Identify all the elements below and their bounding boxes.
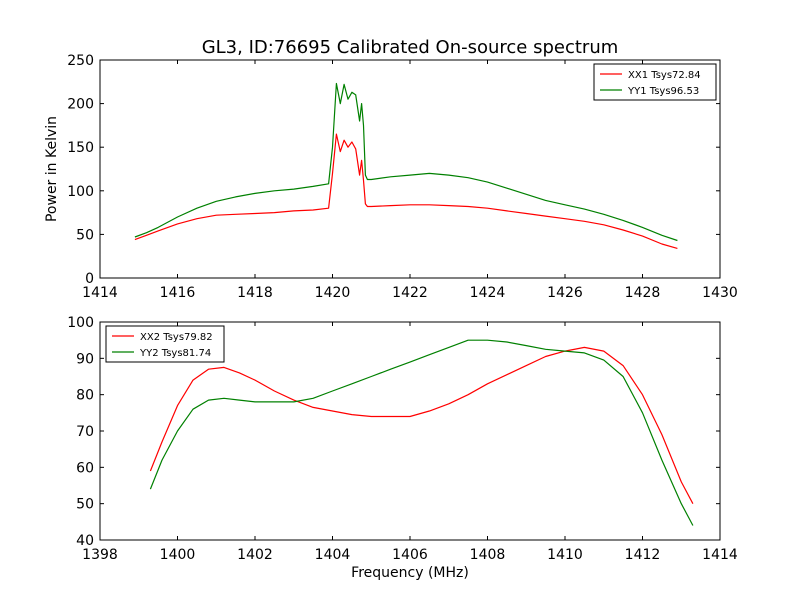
- series-line-2: [149, 339, 694, 526]
- x-axis-label: Frequency (MHz): [351, 565, 469, 581]
- y-tick-label: 100: [67, 315, 94, 331]
- x-tick-label: 1412: [625, 547, 661, 563]
- x-tick-label: 1404: [315, 547, 351, 563]
- legend: XX2 Tsys79.82 YY2 Tsys81.74: [105, 325, 225, 363]
- x-tick-label: 1426: [547, 285, 583, 301]
- legend-label: YY1 Tsys96.53: [627, 86, 699, 97]
- legend-label: XX1 Tsys72.84: [628, 70, 701, 81]
- series-line-1: [134, 133, 678, 249]
- y-tick-label: 100: [67, 184, 94, 200]
- x-tick-label: 1414: [82, 285, 118, 301]
- x-tick-label: 1406: [392, 547, 428, 563]
- x-tick-label: 1414: [702, 547, 738, 563]
- x-tick-label: 1424: [470, 285, 506, 301]
- y-tick-label: 80: [76, 388, 94, 404]
- x-tick-label: 1398: [82, 547, 118, 563]
- x-tick-label: 1420: [315, 285, 351, 301]
- x-tick-label: 1408: [470, 547, 506, 563]
- bottom-plot: 1398 1400 1402 1404 1406 1408 1410 1412 1414 40 50…: [67, 315, 738, 581]
- x-tick-label: 1416: [160, 285, 196, 301]
- y-tick-label: 250: [67, 53, 94, 69]
- x-tick-label: 1428: [625, 285, 661, 301]
- y-tick-label: 0: [85, 271, 94, 287]
- y-tick-label: 50: [76, 497, 94, 513]
- legend-box: [105, 325, 225, 363]
- y-tick-label: 50: [76, 227, 94, 243]
- x-tick-label: 1400: [160, 547, 196, 563]
- chart-title: GL3, ID:76695 Calibrated On-source spect…: [202, 37, 619, 58]
- x-tick-label: 1418: [237, 285, 273, 301]
- legend-box: [593, 63, 717, 101]
- y-tick-label: 200: [67, 97, 94, 113]
- x-tick-label: 1430: [702, 285, 738, 301]
- series-line-1: [149, 346, 694, 504]
- y-tick-label: 150: [67, 140, 94, 156]
- x-tick-label: 1422: [392, 285, 428, 301]
- y-tick-label: 70: [76, 424, 94, 440]
- y-axis-label: Power in Kelvin: [44, 116, 60, 222]
- top-plot: 1414 1416 1418 1420 1422 1424 1426 1428 1430 0 50 1…: [44, 53, 738, 301]
- legend-label: XX2 Tsys79.82: [140, 332, 213, 343]
- series-line-2: [134, 82, 678, 242]
- y-tick-label: 90: [76, 351, 94, 367]
- legend-label: YY2 Tsys81.74: [139, 348, 211, 359]
- x-tick-label: 1410: [547, 547, 583, 563]
- y-tick-label: 60: [76, 460, 94, 476]
- y-tick-label: 40: [76, 533, 94, 549]
- legend: XX1 Tsys72.84 YY1 Tsys96.53: [593, 63, 717, 101]
- x-tick-label: 1402: [237, 547, 273, 563]
